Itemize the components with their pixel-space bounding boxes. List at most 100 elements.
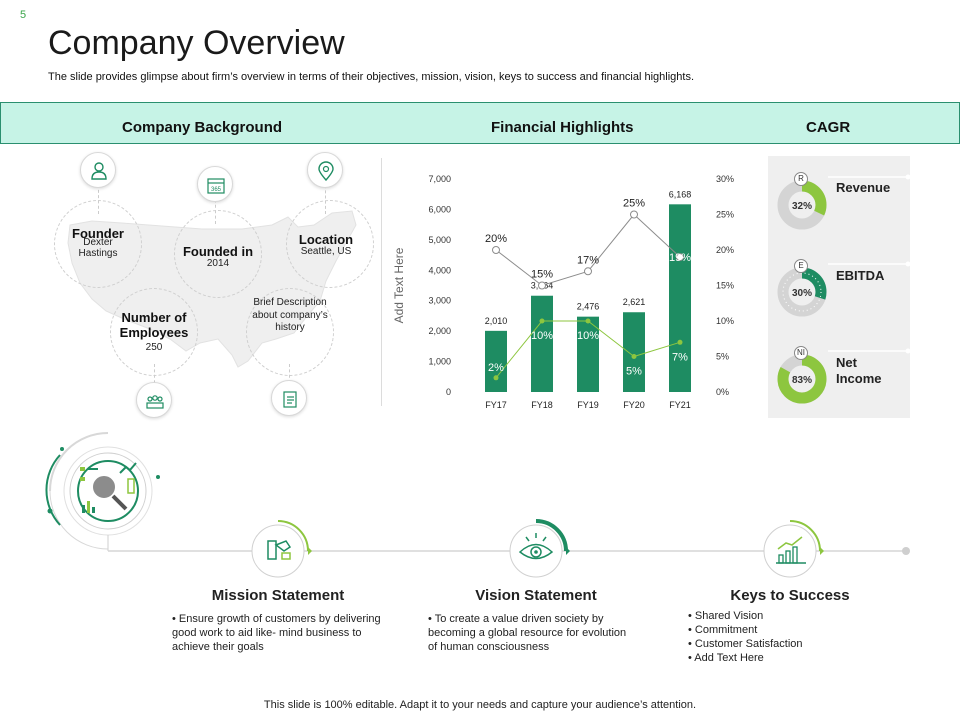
founder-value: Dexter Hastings bbox=[78, 237, 118, 259]
x-tick-label: FY20 bbox=[623, 400, 645, 410]
margin-point bbox=[585, 318, 591, 324]
cagr-line-dot bbox=[905, 174, 910, 180]
keys-list-item: • Commitment bbox=[688, 624, 758, 636]
financial-highlights-chart: Add Text Here 0 1,000 2,000 3,000 4,000 5,000 6… bbox=[392, 174, 734, 410]
bar-value-label: 6,168 bbox=[669, 189, 692, 199]
map-pin-icon bbox=[318, 161, 334, 181]
eye-icon bbox=[518, 533, 554, 560]
bar-value-label: 2,476 bbox=[577, 302, 600, 312]
calendar-icon: 365 bbox=[207, 178, 225, 194]
donut-percent: 30% bbox=[792, 288, 812, 299]
growth-label: 15% bbox=[531, 269, 553, 281]
y-tick-label: 0 bbox=[446, 387, 451, 397]
connector-line bbox=[325, 180, 326, 214]
mission-node bbox=[251, 520, 312, 578]
founded-circle bbox=[174, 210, 262, 298]
y-tick-label: 3,000 bbox=[428, 296, 451, 306]
margin-point bbox=[493, 375, 499, 381]
growth-label: 20% bbox=[485, 233, 507, 245]
revenue-label: Revenue bbox=[836, 180, 891, 195]
margin-label: 10% bbox=[531, 330, 553, 342]
keys-list-item: • Shared Vision bbox=[688, 610, 764, 622]
connector-line bbox=[289, 364, 290, 394]
calendar-icon-text: 365 bbox=[211, 187, 222, 193]
cagr-panel: 32% 30% 83% R E NI Revenue EBITDA Net Inco… bbox=[768, 156, 910, 418]
growth-point bbox=[584, 267, 592, 276]
x-tick-label: FY18 bbox=[531, 400, 553, 410]
donut-percent: 83% bbox=[792, 375, 812, 386]
connector-line bbox=[154, 364, 155, 394]
net-income-label: Net Income bbox=[836, 355, 882, 386]
y-axis-label: Add Text Here bbox=[392, 247, 406, 323]
cagr-line-dot bbox=[905, 348, 910, 354]
growth-point bbox=[492, 246, 500, 254]
margin-point bbox=[677, 339, 683, 345]
page-subtitle: The slide provides glimpse about firm’s … bbox=[48, 71, 695, 83]
connector-line bbox=[215, 194, 216, 224]
founder-icon-badge bbox=[80, 152, 116, 188]
keys-list-item: • Add Text Here bbox=[688, 652, 764, 664]
cagr-heading: CAGR bbox=[806, 119, 851, 136]
growth-point bbox=[676, 253, 684, 262]
revenue-bar bbox=[577, 316, 599, 392]
ebitda-label: EBITDA bbox=[836, 268, 885, 283]
margin-label: 10% bbox=[577, 330, 599, 342]
founded-title: Founded in bbox=[182, 244, 254, 259]
vision-node bbox=[509, 519, 570, 578]
ebitda-badge: E bbox=[794, 259, 808, 273]
financial-highlights-heading: Financial Highlights bbox=[491, 119, 634, 136]
y-tick-label: 5,000 bbox=[428, 235, 451, 245]
growth-chart-icon bbox=[776, 536, 806, 564]
brief-circle bbox=[246, 288, 334, 376]
y-tick-label: 7,000 bbox=[428, 174, 451, 184]
revenue-bar bbox=[669, 204, 691, 392]
growth-label: 19% bbox=[669, 252, 691, 264]
cagr-donuts: 32% 30% 83% bbox=[777, 174, 910, 404]
company-background-panel: 365 Founder Dexter Hastings Founded in 2… bbox=[40, 150, 380, 420]
growth-point bbox=[630, 210, 638, 219]
growth-point bbox=[538, 281, 546, 290]
keys-list: • Shared Vision • Commitment • Customer … bbox=[688, 609, 888, 665]
y2-tick-label: 0% bbox=[716, 387, 729, 397]
y-tick-label: 4,000 bbox=[428, 265, 451, 275]
bar-value-label: 2,010 bbox=[485, 316, 508, 326]
panel-divider bbox=[381, 158, 382, 406]
founded-value: 2014 bbox=[206, 258, 230, 269]
employees-title: Number of Employees bbox=[119, 310, 189, 340]
donut-arc bbox=[777, 354, 827, 404]
x-tick-label: FY17 bbox=[485, 400, 507, 410]
clipboard-icon bbox=[283, 391, 297, 408]
timeline-end-dot bbox=[902, 547, 910, 555]
location-value: Seattle, US bbox=[300, 246, 352, 257]
keys-node bbox=[763, 520, 824, 578]
handshake-icon bbox=[267, 540, 292, 560]
location-circle bbox=[286, 200, 374, 288]
margin-label: 5% bbox=[626, 366, 642, 378]
timeline-graphic bbox=[45, 432, 910, 578]
y2-tick-label: 10% bbox=[716, 316, 734, 326]
founder-title: Founder bbox=[72, 226, 124, 241]
margin-label: 7% bbox=[672, 351, 688, 363]
growth-label: 17% bbox=[577, 254, 599, 266]
page-number: 5 bbox=[20, 9, 27, 21]
y2-tick-label: 25% bbox=[716, 210, 734, 220]
x-tick-label: FY19 bbox=[577, 400, 599, 410]
growth-label: 25% bbox=[623, 198, 645, 210]
mission-text: • Ensure growth of customers by deliveri… bbox=[172, 613, 381, 653]
x-tick-label: FY21 bbox=[669, 400, 691, 410]
company-background-heading: Company Background bbox=[122, 119, 283, 136]
calendar-icon-badge: 365 bbox=[197, 166, 233, 202]
brief-description: Brief Description about company’s histor… bbox=[252, 297, 328, 333]
bar-value-label: 2,621 bbox=[623, 297, 646, 307]
revenue-badge: R bbox=[794, 172, 808, 186]
connector-line bbox=[98, 174, 99, 214]
y2-tick-label: 20% bbox=[716, 245, 734, 255]
employees-icon-badge bbox=[136, 382, 172, 418]
employees-value: 250 bbox=[145, 342, 163, 353]
team-icon bbox=[146, 395, 164, 409]
revenue-bar bbox=[623, 312, 645, 392]
keys-title: Keys to Success bbox=[730, 587, 850, 604]
history-icon-badge bbox=[271, 380, 307, 416]
margin-label: 2% bbox=[488, 362, 504, 374]
y2-tick-label: 5% bbox=[716, 352, 729, 362]
